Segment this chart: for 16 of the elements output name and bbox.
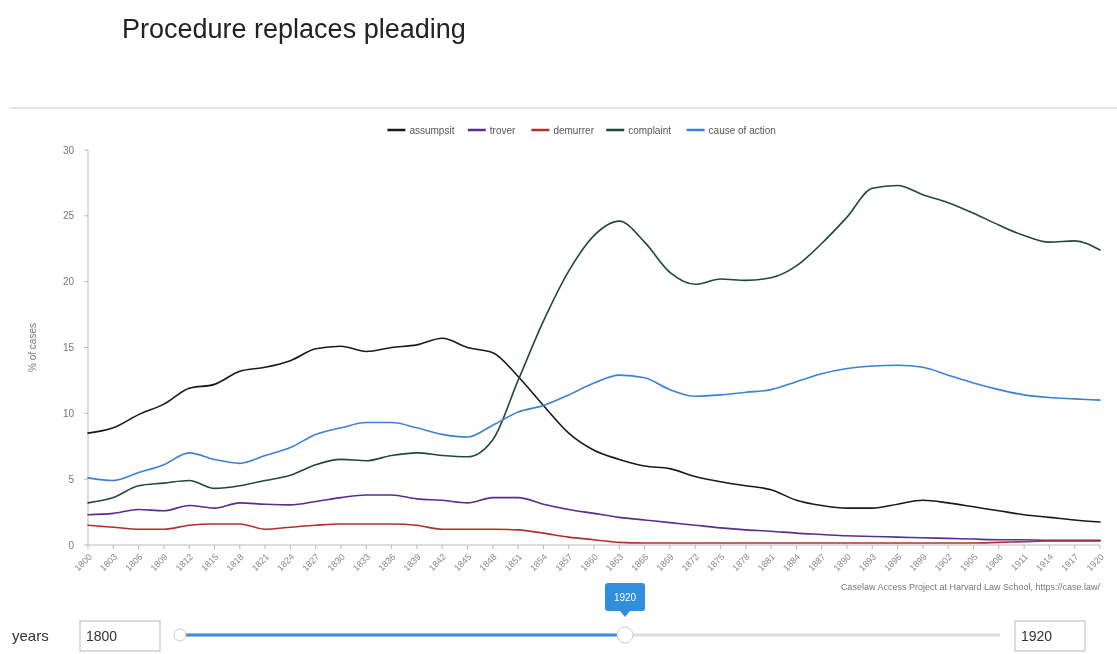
y-tick-label: 0 xyxy=(68,539,75,551)
y-tick-label: 20 xyxy=(62,276,75,288)
legend-label: demurrer xyxy=(553,124,595,136)
y-tick-label: 10 xyxy=(62,407,75,419)
text: Caselaw Access Project at Harvard Law School, https://case.law/ xyxy=(840,582,1101,592)
legend-label: complaint xyxy=(628,124,672,136)
y-tick-label: 25 xyxy=(62,210,75,222)
legend-label: assumpsit xyxy=(409,124,455,136)
y-tick-label: 5 xyxy=(68,473,75,485)
y-axis-title: % of cases xyxy=(27,323,38,372)
chart-title: Procedure replaces pleading xyxy=(122,14,466,44)
y-tick-label: 30 xyxy=(62,144,75,156)
text: years xyxy=(12,627,49,644)
y-tick-label: 15 xyxy=(62,342,75,353)
legend-label: trover xyxy=(489,124,517,136)
legend-label: cause of action xyxy=(708,124,776,136)
